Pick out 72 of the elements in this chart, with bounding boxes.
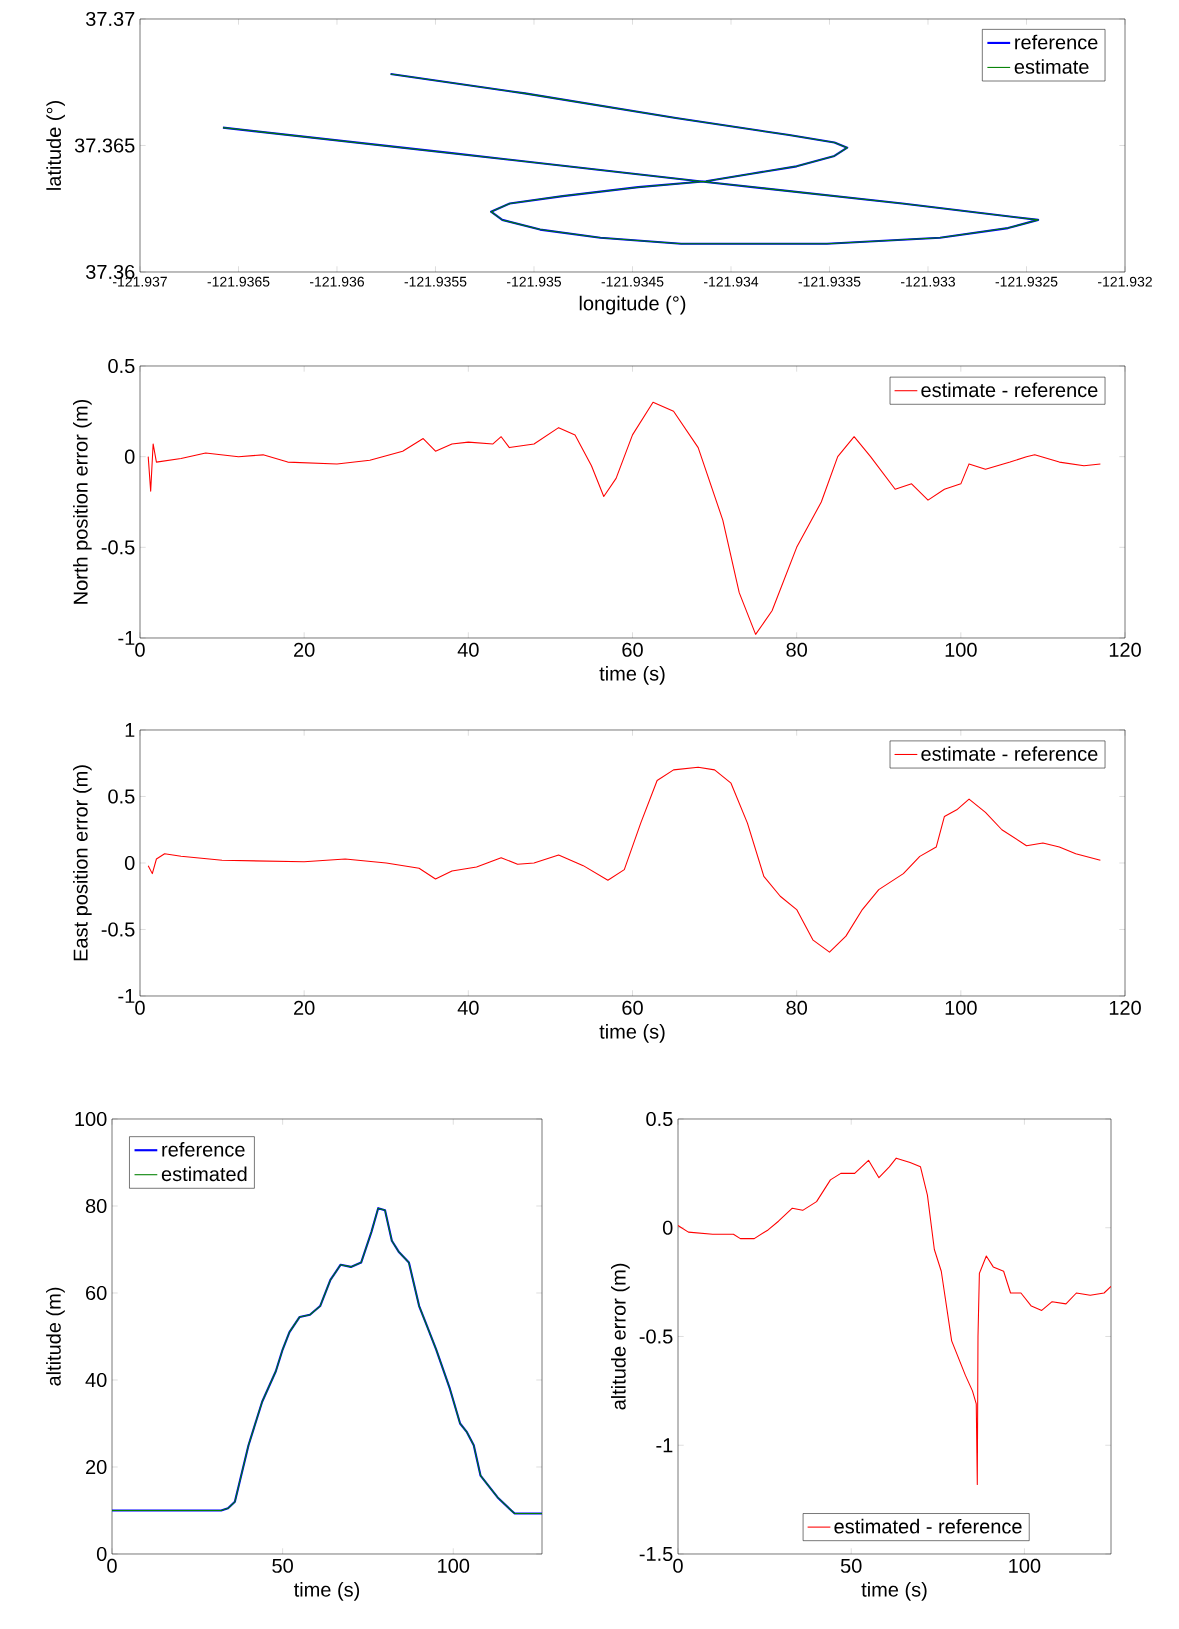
legend-label: estimate - reference [921, 382, 1098, 398]
y-tick-label: 0.5 [108, 789, 135, 804]
x-tick-label: 50 [272, 1558, 293, 1573]
legend-label: estimate [1014, 59, 1089, 74]
y-tick-label: 0.5 [108, 358, 135, 374]
y-tick-label: 0 [124, 855, 135, 871]
line-series [147, 401, 1101, 635]
y-tick-label: 0.5 [646, 1111, 673, 1127]
y-tick-label: -1 [656, 1438, 673, 1453]
y-axis-title: latitude (°) [46, 101, 65, 190]
x-tick-label: -121.9355 [404, 276, 467, 287]
x-tick-label: -121.9335 [798, 276, 861, 287]
x-tick-label: -121.932 [1098, 276, 1152, 287]
x-axis-title: time (s) [861, 1582, 927, 1601]
x-tick-label: 40 [457, 1000, 479, 1015]
x-tick-label: -121.936 [309, 276, 364, 287]
legend-label: reference [162, 1141, 245, 1157]
x-tick-label: 80 [786, 1000, 807, 1015]
x-axis-title: time (s) [599, 1024, 665, 1043]
x-axis-title: time (s) [293, 1582, 360, 1601]
y-tick-label: 0 [96, 1546, 107, 1562]
x-tick-label: 0 [673, 1558, 683, 1573]
x-tick-label: -121.933 [900, 276, 956, 287]
x-tick-label: -121.935 [506, 276, 562, 287]
y-tick-label: 60 [86, 1285, 107, 1301]
y-tick-label: 80 [85, 1198, 107, 1214]
y-axis-title: altitude error (m) [611, 1263, 630, 1410]
legend-label: estimated - reference [834, 1518, 1022, 1534]
x-tick-label: 80 [786, 642, 807, 657]
x-tick-label: 60 [622, 1000, 643, 1015]
line-series [112, 1207, 542, 1515]
y-tick-label: -0.5 [101, 540, 135, 555]
y-tick-label: 40 [85, 1372, 107, 1388]
x-tick-label: -121.9365 [207, 276, 270, 287]
y-tick-label: 100 [75, 1111, 107, 1127]
x-tick-label: 100 [945, 642, 977, 657]
y-tick-label: -1 [118, 631, 135, 645]
x-tick-label: 120 [1109, 1000, 1141, 1015]
legend-label: estimated [161, 1166, 247, 1182]
x-tick-label: 100 [1009, 1558, 1041, 1573]
x-tick-label: 40 [457, 642, 479, 657]
y-tick-label: 37.365 [74, 138, 135, 153]
line-series [678, 1157, 1112, 1485]
legend-label: estimate - reference [921, 746, 1098, 761]
x-axis-title: longitude (°) [579, 295, 686, 315]
x-tick-label: 20 [294, 1000, 315, 1015]
y-tick-label: 0 [124, 449, 135, 464]
y-tick-label: 37.37 [85, 11, 135, 27]
x-tick-label: 20 [294, 642, 315, 657]
y-axis-title: altitude (m) [46, 1287, 65, 1386]
x-axis-title: time (s) [599, 666, 665, 685]
y-tick-label: 20 [86, 1459, 107, 1475]
x-tick-label: 50 [840, 1558, 862, 1573]
y-tick-label: -0.5 [639, 1329, 673, 1344]
x-tick-label: 0 [135, 1000, 145, 1015]
line-series [147, 766, 1101, 953]
x-tick-label: 100 [438, 1558, 470, 1573]
x-tick-label: 0 [135, 642, 145, 657]
y-tick-label: 1 [125, 723, 135, 737]
y-axis-title: North position error (m) [73, 399, 92, 604]
y-tick-label: 0 [662, 1220, 673, 1235]
y-tick-label: -1.5 [639, 1547, 673, 1561]
y-tick-label: -0.5 [101, 922, 135, 937]
x-tick-label: 60 [622, 642, 643, 657]
x-tick-label: -121.934 [704, 276, 759, 287]
x-tick-label: -121.9325 [995, 276, 1058, 287]
y-tick-label: -1 [118, 989, 135, 1003]
legend-label: reference [1015, 34, 1098, 50]
y-axis-title: East position error (m) [73, 765, 92, 961]
x-tick-label: 120 [1109, 642, 1141, 657]
x-tick-label: 100 [945, 1000, 977, 1015]
x-tick-label: -121.9345 [601, 276, 664, 287]
